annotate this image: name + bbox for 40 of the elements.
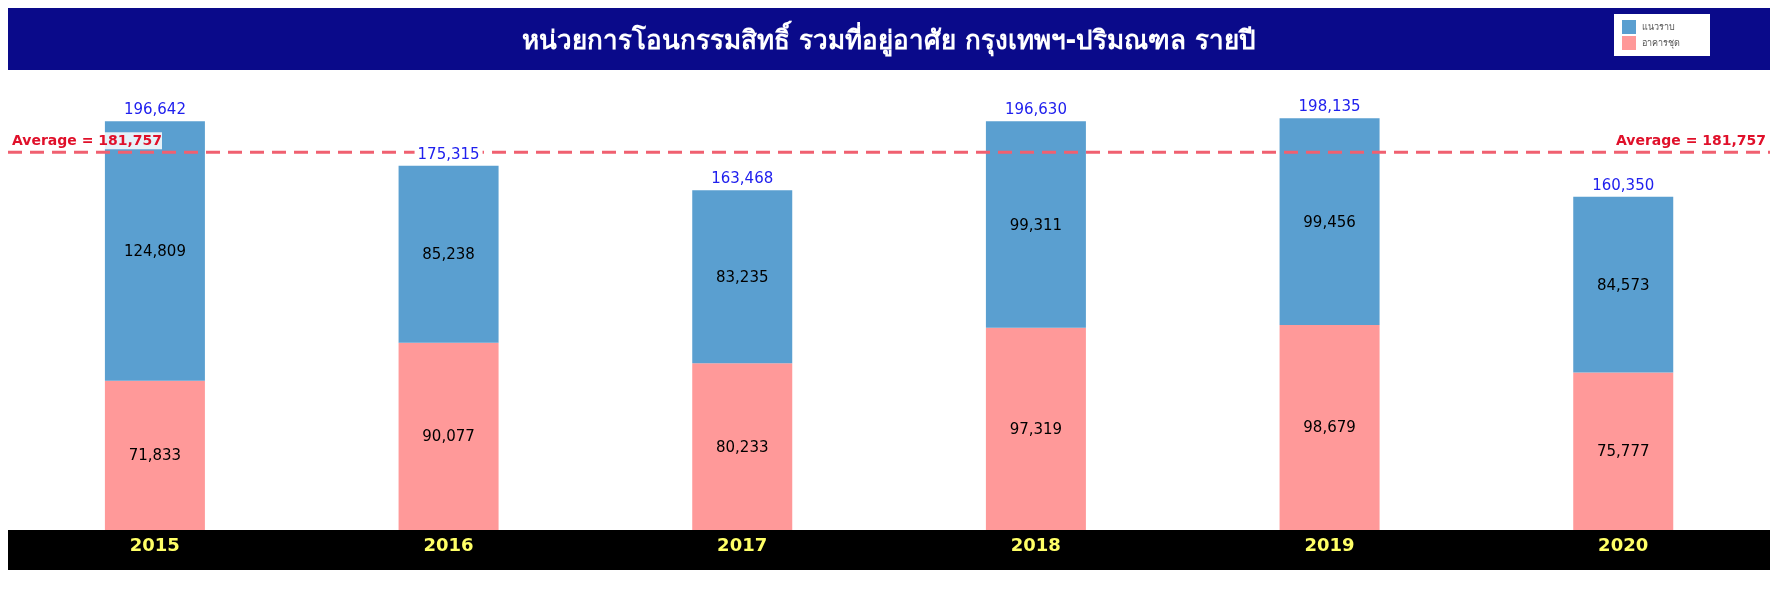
data-label: 124,809 <box>123 242 186 261</box>
x-tick-label: 2016 <box>423 533 474 555</box>
bar <box>692 190 793 364</box>
data-label: 99,456 <box>1303 212 1356 231</box>
text: Average = 181,757 <box>1615 132 1767 149</box>
bar <box>1573 196 1674 373</box>
x-tick-label: 2018 <box>1010 533 1061 555</box>
total-label: 196,642 <box>123 100 186 119</box>
data-label: 80,233 <box>715 437 769 456</box>
bar <box>1573 372 1674 530</box>
bar <box>985 327 1086 530</box>
bar <box>692 363 793 530</box>
total-label: 198,135 <box>1298 97 1361 116</box>
data-label: 97,319 <box>1009 419 1063 438</box>
x-tick-label: 2017 <box>717 533 768 555</box>
data-label: 84,573 <box>1596 275 1650 294</box>
x-tick-label: 2015 <box>129 533 180 555</box>
total-label: 196,630 <box>1004 100 1067 119</box>
x-tick-label: 2020 <box>1598 533 1649 555</box>
data-label: 98,679 <box>1303 418 1356 437</box>
data-label: 75,777 <box>1596 442 1650 461</box>
data-label: 83,235 <box>715 267 769 286</box>
bar <box>398 165 499 343</box>
bar <box>104 380 205 530</box>
bar <box>1279 118 1380 325</box>
x-tick-label: 2019 <box>1304 533 1355 555</box>
total-label: 175,315 <box>417 144 480 163</box>
ref-line-label: Average = 181,757 <box>11 132 163 149</box>
total-label: 163,468 <box>711 169 774 188</box>
data-label: 99,311 <box>1009 215 1063 234</box>
legend-label: อาคารชุด <box>1642 37 1680 50</box>
total-label: 160,350 <box>1592 175 1655 194</box>
bar <box>985 121 1086 328</box>
chart-title: หน่วยการโอนกรรมสิทธิ์ รวมที่อยู่อาศัย กรุงเทพฯ-ปริมณฑล รายปี <box>521 19 1257 59</box>
data-label: 71,833 <box>128 446 182 465</box>
bar <box>1279 324 1380 530</box>
legend-label: แนวราบ <box>1642 21 1675 34</box>
data-label: 85,238 <box>422 245 475 264</box>
bar <box>398 342 499 530</box>
data-label: 90,077 <box>422 427 475 446</box>
